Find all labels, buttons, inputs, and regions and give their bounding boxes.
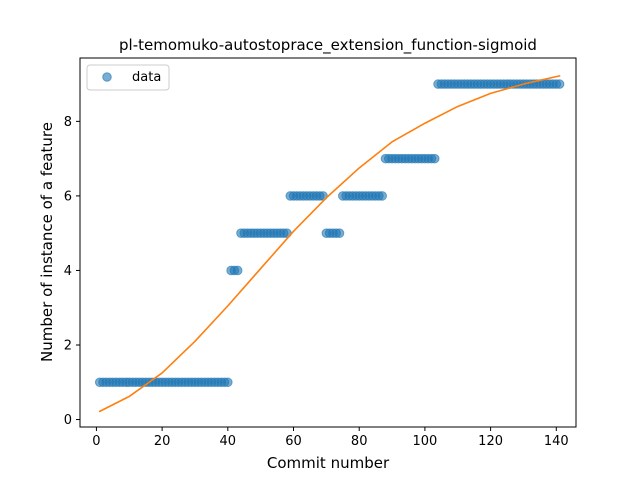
- y-tick-label: 0: [64, 413, 72, 428]
- y-tick-label: 8: [64, 115, 72, 130]
- x-tick-label: 60: [285, 434, 302, 449]
- data-point: [554, 79, 565, 89]
- y-axis-title: Number of instance of a feature: [38, 122, 56, 362]
- x-tick-label: 20: [154, 434, 171, 449]
- y-tick-label: 4: [64, 264, 72, 279]
- x-tick-label: 80: [351, 434, 368, 449]
- legend: data: [86, 64, 170, 91]
- legend-label-data: data: [132, 70, 161, 85]
- data-point: [334, 228, 345, 238]
- data-point: [377, 191, 388, 201]
- data-point: [429, 153, 440, 164]
- x-tick-label: 0: [92, 434, 100, 449]
- plot-frame: [79, 57, 577, 428]
- x-tick-label: 140: [544, 434, 569, 449]
- y-tick-label: 6: [64, 189, 72, 204]
- x-axis-title: Commit number: [267, 454, 390, 472]
- axes-layer: 0 20 40 60 80 100 120 140 0 2 4 6 8: [64, 115, 569, 449]
- data-point: [232, 265, 243, 276]
- x-tick-label: 40: [220, 434, 237, 449]
- chart-title: pl-temomuko-autostoprace_extension_funct…: [119, 36, 537, 55]
- sigmoid-fit-line: [98, 75, 561, 413]
- legend-frame: [86, 64, 170, 91]
- data-point: [223, 377, 233, 388]
- marks-layer: [94, 75, 565, 413]
- x-tick-label: 100: [412, 434, 437, 449]
- y-tick-label: 2: [64, 339, 72, 354]
- plot-area: [80, 58, 576, 427]
- legend-marker-data: [102, 72, 112, 82]
- x-tick-label: 120: [478, 434, 503, 449]
